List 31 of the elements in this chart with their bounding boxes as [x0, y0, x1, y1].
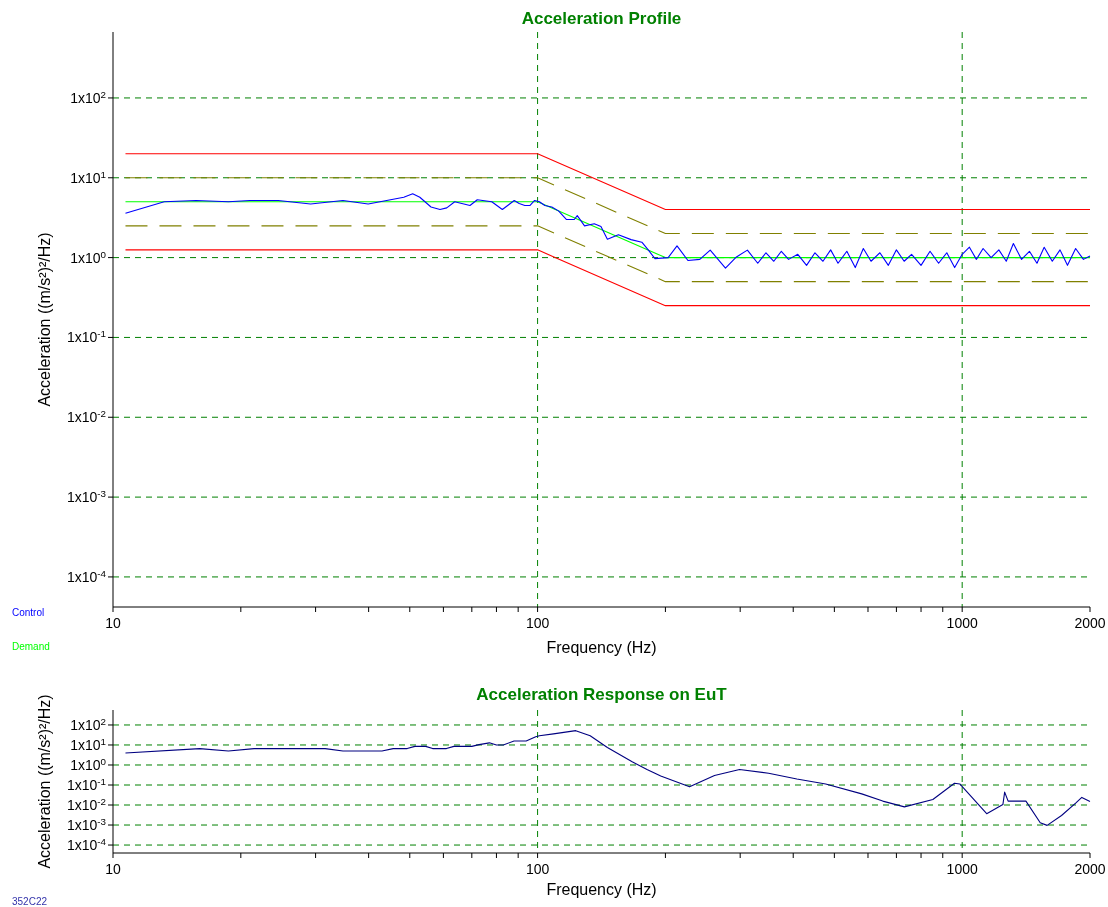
y-tick-label: 1x10$^{-4}$ [66, 567, 107, 585]
x-tick-label: 10 [105, 861, 121, 877]
y-tick-label: 1x10$^{0}$ [70, 248, 107, 266]
x-tick-label: 1000 [946, 615, 978, 631]
y-tick-label: 1x10$^{-2}$ [66, 795, 106, 814]
x-tick-label: 100 [525, 861, 550, 877]
y-tick-label: 1x10$^{0}$ [70, 755, 107, 773]
y-tick-label: 1x10$^{2}$ [70, 715, 106, 733]
x-tick-label: 2000 [1074, 861, 1106, 877]
y-tick-label: 1x10$^{-3}$ [66, 487, 107, 506]
x-axis-title: Frequency (Hz) [546, 639, 657, 656]
chart-title: Acceleration Response on EuT [476, 685, 728, 704]
y-axis-title: Acceleration ((m/s²)²/Hz) [36, 232, 53, 407]
text: Control [12, 607, 45, 618]
chart-title: Acceleration Profile [521, 9, 682, 28]
x-tick-label: 1000 [946, 861, 978, 877]
x-axis-title: Frequency (Hz) [546, 881, 657, 898]
y-tick-label: 1x10$^{-1}$ [66, 775, 106, 793]
y-tick-label: 1x10$^{-4}$ [66, 835, 107, 854]
y-tick-label: 1x10$^{-3}$ [66, 815, 107, 834]
y-tick-label: 1x10$^{2}$ [70, 88, 106, 106]
y-axis-title: Acceleration ((m/s²)²/Hz) [36, 694, 53, 869]
x-tick-label: 2000 [1074, 615, 1106, 631]
x-tick-label: 10 [105, 615, 121, 631]
y-tick-label: 1x10$^{1}$ [70, 735, 106, 753]
text: Demand [12, 641, 50, 652]
y-tick-label: 1x10$^{-2}$ [66, 407, 106, 426]
y-tick-label: 1x10$^{-1}$ [66, 327, 106, 346]
x-tick-label: 100 [525, 615, 550, 631]
text: 352C22 [12, 896, 48, 907]
y-tick-label: 1x10$^{1}$ [70, 168, 106, 186]
